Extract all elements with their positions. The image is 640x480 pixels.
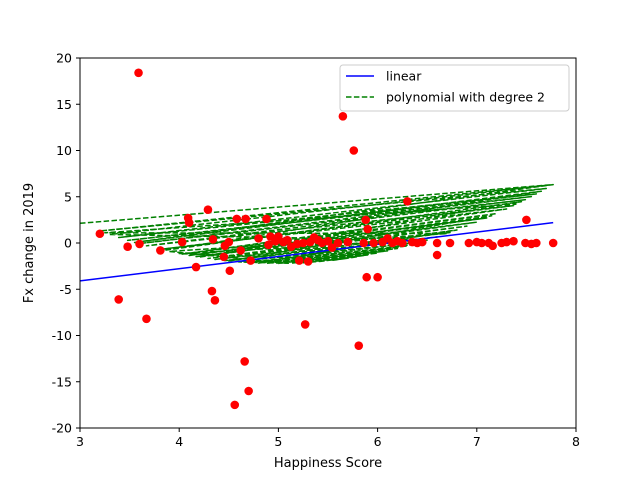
x-tick-label: 7 [473,434,481,449]
data-point [398,238,407,248]
data-point [338,111,348,121]
y-axis: -20 -15 -10 -5 0 5 10 15 20 [52,51,80,436]
data-point [262,214,271,224]
data-point [403,197,412,206]
data-point [464,238,474,248]
data-point [156,246,165,255]
x-tick-label: 3 [76,434,84,449]
data-point [114,295,123,304]
data-point [142,314,151,324]
y-tick-label: -15 [52,374,72,389]
x-tick-label: 8 [572,434,580,449]
legend-label-linear: linear [386,69,422,84]
data-point [477,238,487,248]
y-tick-label: 15 [56,97,72,112]
data-point [244,386,253,396]
data-point [241,214,250,224]
data-point [264,240,273,250]
linear-line [79,221,554,282]
y-tick-label: -5 [60,282,72,297]
data-point [203,205,213,214]
x-axis: 3 4 5 6 7 8 [76,428,580,449]
y-tick-label: -10 [52,328,72,343]
data-point [548,238,558,248]
data-point [359,238,369,248]
data-point [343,237,353,247]
data-point [283,235,292,245]
data-point [373,272,382,282]
scatter-points [95,68,558,410]
data-point [369,238,378,248]
x-tick-label: 5 [274,434,282,449]
data-point [219,252,229,262]
y-tick-label: 10 [56,143,72,158]
data-point [134,68,143,78]
data-point [225,266,235,276]
y-tick-label: 5 [64,189,72,204]
data-point [349,146,359,155]
data-point [432,250,442,260]
y-axis-label: Fx change in 2019 [22,183,37,303]
data-point [323,236,333,246]
polynomial-line [79,183,554,265]
y-tick-label: 20 [56,51,72,66]
data-point [232,214,242,224]
data-point [361,215,371,225]
y-tick-label: -20 [52,421,72,436]
data-point [300,320,310,329]
data-point [240,357,249,366]
y-tick-label: 0 [64,236,72,251]
x-axis-label: Happiness Score [274,456,382,471]
x-tick-label: 6 [374,434,382,449]
data-point [432,238,442,248]
data-point [417,237,427,247]
data-point [135,239,144,249]
legend-box [339,64,570,112]
data-point [191,262,201,272]
data-point [327,243,337,252]
data-point [230,400,240,410]
data-point [488,241,497,251]
data-point [254,234,263,243]
data-point [210,296,220,305]
data-point [303,257,313,266]
data-point [354,341,364,350]
legend-label-polynomial: polynomial with degree 2 [386,90,545,105]
x-tick-label: 4 [175,434,183,449]
data-point [333,238,343,248]
data-point [207,286,217,296]
data-point [236,246,245,255]
data-point [298,238,308,248]
data-point [224,237,234,247]
polynomial-series [79,183,554,265]
linear-series [79,221,554,282]
data-point [95,229,105,239]
data-point [532,238,541,248]
data-point [509,236,518,246]
data-point [177,237,187,247]
data-point [184,218,194,227]
legend: linear polynomial with degree 2 [339,64,570,112]
data-point [502,237,511,247]
data-point [274,232,283,241]
data-point [445,238,455,248]
data-point [208,235,218,244]
data-point [363,224,372,234]
data-point [522,215,531,225]
data-point [362,272,371,282]
data-point [294,256,304,265]
data-point [123,242,132,251]
data-point [246,256,255,265]
